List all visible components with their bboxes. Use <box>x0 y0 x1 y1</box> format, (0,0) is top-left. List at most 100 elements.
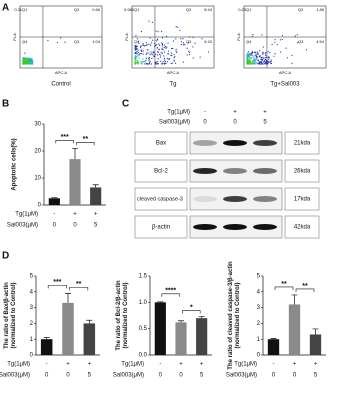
y-tick-label: 0 <box>30 353 34 359</box>
flow-dot <box>194 42 196 44</box>
flow-dot <box>253 62 255 65</box>
flow-dot <box>270 62 273 64</box>
flow-dot <box>268 61 270 63</box>
y-tick-label: 0 <box>38 203 42 209</box>
flow-dot <box>249 53 251 55</box>
flow-dot <box>252 63 254 65</box>
flow-dot <box>250 53 252 55</box>
flow-dot <box>47 39 49 42</box>
flow-dot <box>182 38 184 40</box>
y-axis-label: The ratio of Bax/β-actin <box>4 282 10 349</box>
flow-dot <box>254 60 256 62</box>
y-tick-label: 3 <box>257 305 261 311</box>
flow-dot <box>138 57 140 59</box>
blot-band-size: 42kda <box>294 225 311 231</box>
flow-dot <box>254 63 256 65</box>
flow-dot <box>151 54 153 56</box>
flow-dot <box>175 38 177 40</box>
flow-dot <box>264 58 266 60</box>
flow-dot <box>250 63 253 65</box>
flow-dot <box>136 60 138 62</box>
flow-dot <box>139 46 141 49</box>
significance-label: ** <box>302 283 308 290</box>
flow-dot <box>26 59 29 61</box>
flow-dot <box>249 60 251 63</box>
group-label: 0 <box>66 373 70 379</box>
blot-row-label: - <box>204 110 206 116</box>
blot-label-box <box>134 131 188 155</box>
flow-dot <box>163 51 166 53</box>
error-bar <box>157 301 164 303</box>
bar <box>40 339 53 355</box>
flow-dot <box>297 41 299 44</box>
y-tick-label: 2 <box>30 321 34 327</box>
flow-dot <box>207 51 210 53</box>
flow-dot <box>155 40 157 42</box>
flow-dot <box>30 63 32 65</box>
bar <box>288 304 301 355</box>
flow-dot <box>260 61 263 63</box>
flow-dot <box>184 44 186 46</box>
y-tick-label: 5 <box>30 274 34 280</box>
flow-dot <box>174 55 176 57</box>
flow-dot <box>162 43 164 45</box>
flow-dot <box>281 38 283 41</box>
error-bar <box>43 337 50 340</box>
flow-dot <box>161 62 163 64</box>
blot-band <box>193 196 217 202</box>
flow-dot <box>31 58 33 60</box>
significance-label: **** <box>165 288 176 295</box>
flow-dot <box>148 62 151 64</box>
group-label: 0 <box>159 373 163 379</box>
flow-dot <box>145 44 148 46</box>
flow-dot <box>253 55 255 57</box>
flow-dot <box>148 57 150 59</box>
flow-x-label: APC-A <box>167 70 180 75</box>
flow-dot <box>267 60 269 62</box>
error-bar <box>291 294 298 305</box>
y-tick-label: 1 <box>257 337 261 343</box>
flow-caption: Control <box>51 82 70 88</box>
flow-dot <box>157 54 159 56</box>
blot-row-label: 0 <box>203 120 207 126</box>
flow-dot <box>256 52 258 54</box>
error-bar <box>198 316 205 319</box>
flow-dot <box>134 58 136 60</box>
flow-dot <box>173 53 175 56</box>
flow-caption: Tg+Sal003 <box>270 82 300 88</box>
significance-bracket <box>182 310 201 314</box>
flow-dot <box>175 48 177 50</box>
group-row-name: Sal003(μM) <box>7 223 38 229</box>
flow-dot <box>137 49 139 51</box>
flow-dot <box>279 39 281 41</box>
flow-dot <box>135 47 137 50</box>
y-axis-label: Apoptotic cells(%) <box>12 138 18 190</box>
blot-band <box>193 224 217 230</box>
flow-dot <box>247 54 250 56</box>
flow-dot <box>141 50 143 52</box>
significance-bracket <box>274 286 294 290</box>
flow-dot <box>261 34 263 36</box>
flow-dot <box>255 61 257 64</box>
flow-dot <box>23 60 25 62</box>
flow-dot <box>251 62 253 64</box>
flow-dot <box>151 42 153 44</box>
flow-dot <box>22 57 24 59</box>
flow-dot <box>248 56 251 58</box>
flow-dot <box>182 61 184 63</box>
flow-dot <box>160 51 162 54</box>
flow-dot <box>24 57 26 59</box>
quadrant-name: Q2 <box>298 7 304 12</box>
flow-dot <box>28 59 30 61</box>
flow-dot <box>274 39 276 41</box>
flow-y-label: PI-A <box>236 33 241 41</box>
flow-dot <box>247 63 249 65</box>
flow-dot <box>134 60 136 63</box>
flow-dot <box>166 61 169 63</box>
flow-dot <box>188 51 191 54</box>
group-label: + <box>200 362 204 368</box>
flow-dot <box>157 51 159 53</box>
y-tick-label: 2 <box>257 321 261 327</box>
flow-dot <box>252 54 254 57</box>
blot-band-name: Bax <box>156 141 166 147</box>
